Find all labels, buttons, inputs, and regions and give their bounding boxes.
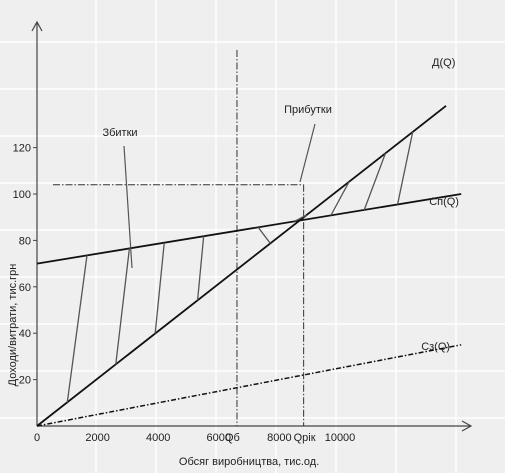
profit-pointer [299, 123, 316, 183]
annual-output-label: Qрік [294, 432, 316, 444]
x-tick-label: 2000 [85, 432, 109, 444]
x-tick-label: 8000 [267, 432, 291, 444]
profit-hatch [330, 181, 350, 216]
loss-hatch [154, 242, 165, 334]
hatching [66, 131, 414, 403]
profit-hatch [257, 226, 271, 244]
y-tick-label: 20 [19, 375, 31, 387]
loss-label: Збитки [102, 127, 137, 139]
loss-hatch [196, 236, 205, 301]
loss-hatch [115, 248, 131, 365]
y-tick-label: 40 [19, 328, 31, 340]
y-axis-arrow [31, 20, 43, 32]
x-axis-arrow [461, 420, 473, 432]
y-tick-label: 60 [19, 282, 31, 294]
x-tick-label: 6000 [207, 432, 231, 444]
y-axis-title: Доходи/витрати, тис.грн [7, 264, 19, 387]
loss-hatch [66, 255, 88, 403]
y-tick-label: 80 [19, 235, 31, 247]
break-even-label: Qб [225, 432, 240, 444]
profit-hatch [363, 153, 387, 211]
x-tick-label: 0 [34, 432, 40, 444]
series-label: Д(Q) [432, 57, 455, 69]
series-label: Сз(Q) [421, 341, 450, 353]
series-line [36, 105, 447, 427]
profit-hatch [294, 214, 307, 222]
x-tick-label: 4000 [146, 432, 170, 444]
profit-label: Прибутки [284, 104, 332, 116]
series-line [36, 193, 462, 265]
profit-hatch [396, 131, 414, 205]
x-axis-title: Обсяг виробництва, тис.од. [179, 456, 319, 468]
y-tick-label: 120 [13, 143, 31, 155]
loss-pointer [123, 145, 133, 269]
y-tick-label: 100 [13, 189, 31, 201]
x-tick-label: 10000 [325, 432, 356, 444]
series-label: Сп(Q) [429, 196, 459, 208]
series-line [36, 344, 462, 427]
